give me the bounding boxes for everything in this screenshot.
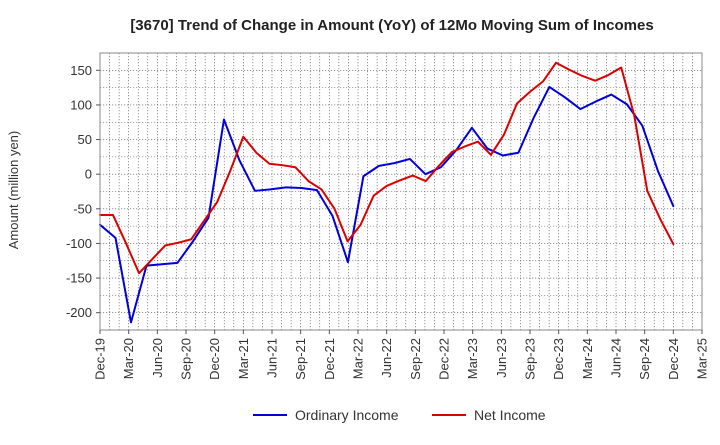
y-tick-label: -100 xyxy=(66,236,92,251)
y-axis-label: Amount (million yen) xyxy=(6,131,21,250)
y-tick-label: 100 xyxy=(70,97,92,112)
x-tick-label: Sep-22 xyxy=(408,338,423,380)
x-tick-label: Jun-21 xyxy=(265,338,280,378)
legend-label: Ordinary Income xyxy=(295,407,399,423)
x-tick-label: Sep-21 xyxy=(293,338,308,380)
legend-label: Net Income xyxy=(474,407,546,423)
y-tick-label: -50 xyxy=(73,201,92,216)
legend: Ordinary Income Net Income xyxy=(253,407,546,423)
x-tick-label: Jun-24 xyxy=(609,338,624,378)
x-tick-label: Sep-20 xyxy=(179,338,194,380)
x-tick-label: Dec-20 xyxy=(207,338,222,380)
x-tick-label: Mar-21 xyxy=(236,338,251,379)
series-layer xyxy=(99,61,675,324)
x-tick-label: Jun-20 xyxy=(150,338,165,378)
chart-title: [3670] Trend of Change in Amount (YoY) o… xyxy=(130,17,653,34)
y-tick-label: 150 xyxy=(70,63,92,78)
x-tick-label: Mar-23 xyxy=(465,338,480,379)
x-tick-label: Mar-22 xyxy=(351,338,366,379)
plot-frame xyxy=(99,52,703,331)
x-tick-label: Mar-20 xyxy=(121,338,136,379)
y-tick-label: -150 xyxy=(66,271,92,286)
axis-layer: 150 100 50 0 -50 -100 -150 -200 Dec-19 Mar-20 Jun-… xyxy=(66,52,710,380)
x-tick-label: Dec-19 xyxy=(93,338,108,380)
grid-layer xyxy=(100,53,702,330)
y-tick-label: 50 xyxy=(78,132,92,147)
series-line-ordinary-income xyxy=(99,85,675,324)
x-tick-label: Jun-23 xyxy=(494,338,509,378)
x-tick-label: Dec-21 xyxy=(322,338,337,380)
series-line-net-income xyxy=(99,61,675,275)
y-tick-label: -200 xyxy=(66,305,92,320)
x-tick-label: Dec-22 xyxy=(437,338,452,380)
x-tick-label: Sep-24 xyxy=(637,338,652,380)
y-tick-label: 0 xyxy=(85,167,92,182)
x-tick-label: Mar-24 xyxy=(580,338,595,379)
x-tick-label: Mar-25 xyxy=(695,338,710,379)
x-tick-label: Jun-22 xyxy=(379,338,394,378)
x-tick-label: Dec-24 xyxy=(666,338,681,380)
x-tick-label: Dec-23 xyxy=(551,338,566,380)
x-tick-label: Sep-23 xyxy=(523,338,538,380)
